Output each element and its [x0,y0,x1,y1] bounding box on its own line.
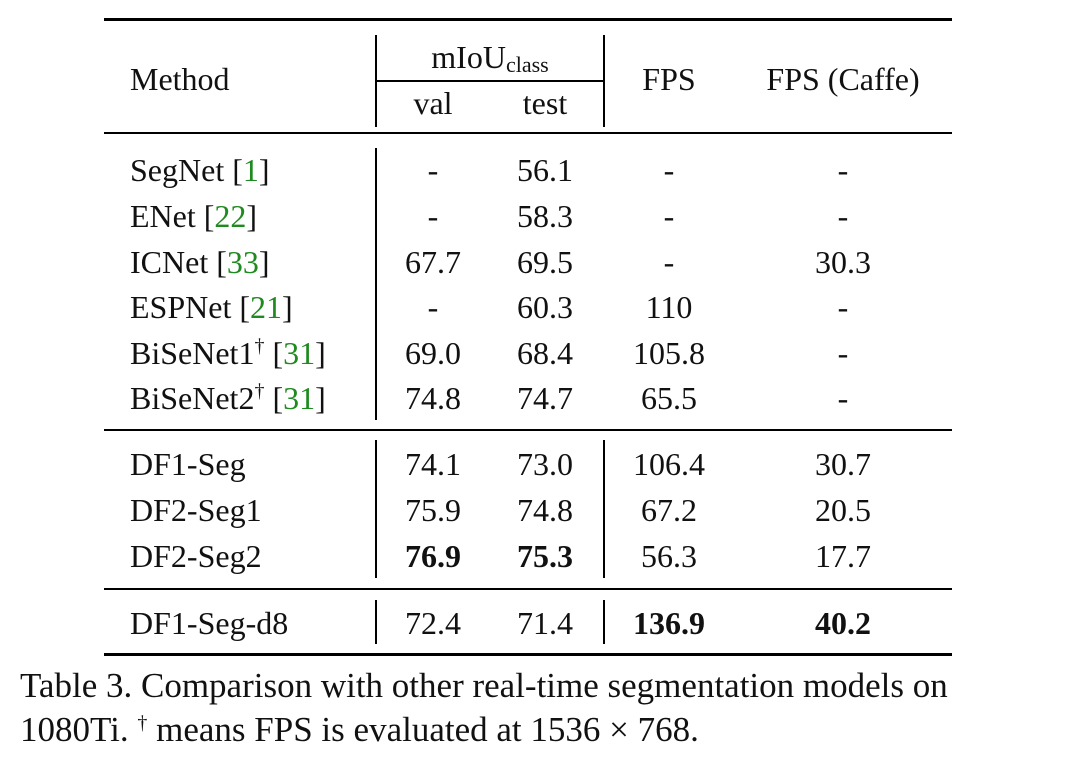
vsep-left-group1 [375,148,377,420]
method-name: DF1-Seg-d8 [130,604,288,642]
cell-fps-caffe: 30.7 [815,446,871,482]
cell-test: 56.1 [517,152,573,188]
cell-val: - [427,289,439,325]
cell-fps-caffe: - [837,289,849,325]
header-method: Method [130,61,230,97]
cell-test: 60.3 [517,289,573,325]
method-label: BiSeNet1 [130,335,255,371]
header-rule [104,132,952,134]
method-name: ESPNet [21] [130,289,293,325]
cell-test: 74.7 [517,380,573,416]
group2-rule [104,588,952,590]
method-label: ENet [130,198,196,234]
method-label: ESPNet [130,289,232,325]
top-rule [104,18,952,21]
cell-test: 74.8 [517,492,573,528]
cell-fps-caffe: 17.7 [815,538,871,574]
cell-fps: 105.8 [633,335,705,371]
cell-fps: 136.9 [633,605,705,641]
cell-val: 75.9 [405,492,461,528]
method-name: DF2-Seg1 [130,491,262,529]
cell-test: 73.0 [517,446,573,482]
cell-val: 67.7 [405,244,461,280]
method-name: SegNet [1] [130,152,270,188]
dagger-mark: † [254,335,265,357]
citation-link[interactable]: 31 [283,335,316,371]
cell-fps: - [663,198,675,234]
header-val: val [413,85,453,121]
citation-link[interactable]: 21 [250,289,282,325]
dagger-mark: † [254,380,265,402]
cell-fps-caffe: 20.5 [815,492,871,528]
method-label: ICNet [130,244,209,280]
method-name: BiSeNet1† [31] [130,335,326,371]
method-name: ENet [22] [130,198,258,234]
cell-fps-caffe: - [837,335,849,371]
method-label: DF2-Seg1 [130,492,262,528]
cell-test: 71.4 [517,605,573,641]
header-fps-caffe: FPS (Caffe) [766,61,920,97]
caption-line-1: Table 3. Comparison with other real-time… [20,666,948,705]
header-fps: FPS [642,61,696,97]
table-caption: Table 3. Comparison with other real-time… [20,664,1070,752]
cell-val: - [427,152,439,188]
vsep-right-group3 [603,600,605,644]
method-name: BiSeNet2† [31] [130,380,326,416]
cell-fps-caffe: - [837,152,849,188]
cell-fps-caffe: 40.2 [815,605,871,641]
caption-line-2: 1080Ti. † means FPS is evaluated at 1536… [20,710,699,749]
cell-fps-caffe: 30.3 [815,244,871,280]
method-label: DF1-Seg-d8 [130,605,289,641]
cell-val: 74.8 [405,380,461,416]
cell-test: 68.4 [517,335,573,371]
cell-fps: 65.5 [641,380,697,416]
cell-val: 74.1 [405,446,461,482]
cell-fps: 110 [645,289,693,325]
method-label: SegNet [130,152,225,188]
cell-fps: - [663,152,675,188]
citation-link[interactable]: 33 [226,244,259,280]
miou-underline [376,80,604,82]
method-label: BiSeNet2 [130,380,255,416]
cell-fps: 56.3 [641,538,697,574]
cell-fps-caffe: - [837,198,849,234]
bottom-rule [104,653,952,656]
cell-fps: - [663,244,675,280]
vsep-right-header [603,35,605,127]
vsep-left-group2 [375,440,377,578]
header-miou: mIoUclass [431,39,549,77]
method-label: DF1-Seg [130,446,246,482]
citation-link[interactable]: 31 [283,380,316,416]
cell-fps-caffe: - [837,380,849,416]
cell-val: 76.9 [405,538,461,574]
method-name: DF1-Seg [130,445,246,483]
method-label: DF2-Seg2 [130,538,262,574]
citation-link[interactable]: 1 [242,152,259,188]
vsep-right-group2 [603,440,605,578]
cell-val: 72.4 [405,605,461,641]
cell-test: 75.3 [517,538,573,574]
method-name: DF2-Seg2 [130,537,262,575]
cell-val: - [427,198,439,234]
vsep-left-group3 [375,600,377,644]
citation-link[interactable]: 22 [214,198,247,234]
cell-val: 69.0 [405,335,461,371]
vsep-left-header [375,35,377,127]
cell-test: 69.5 [517,244,573,280]
cell-fps: 67.2 [641,492,697,528]
cell-test: 58.3 [517,198,573,234]
header-test: test [522,85,568,121]
group1-rule [104,429,952,431]
method-name: ICNet [33] [130,244,270,280]
cell-fps: 106.4 [633,446,705,482]
